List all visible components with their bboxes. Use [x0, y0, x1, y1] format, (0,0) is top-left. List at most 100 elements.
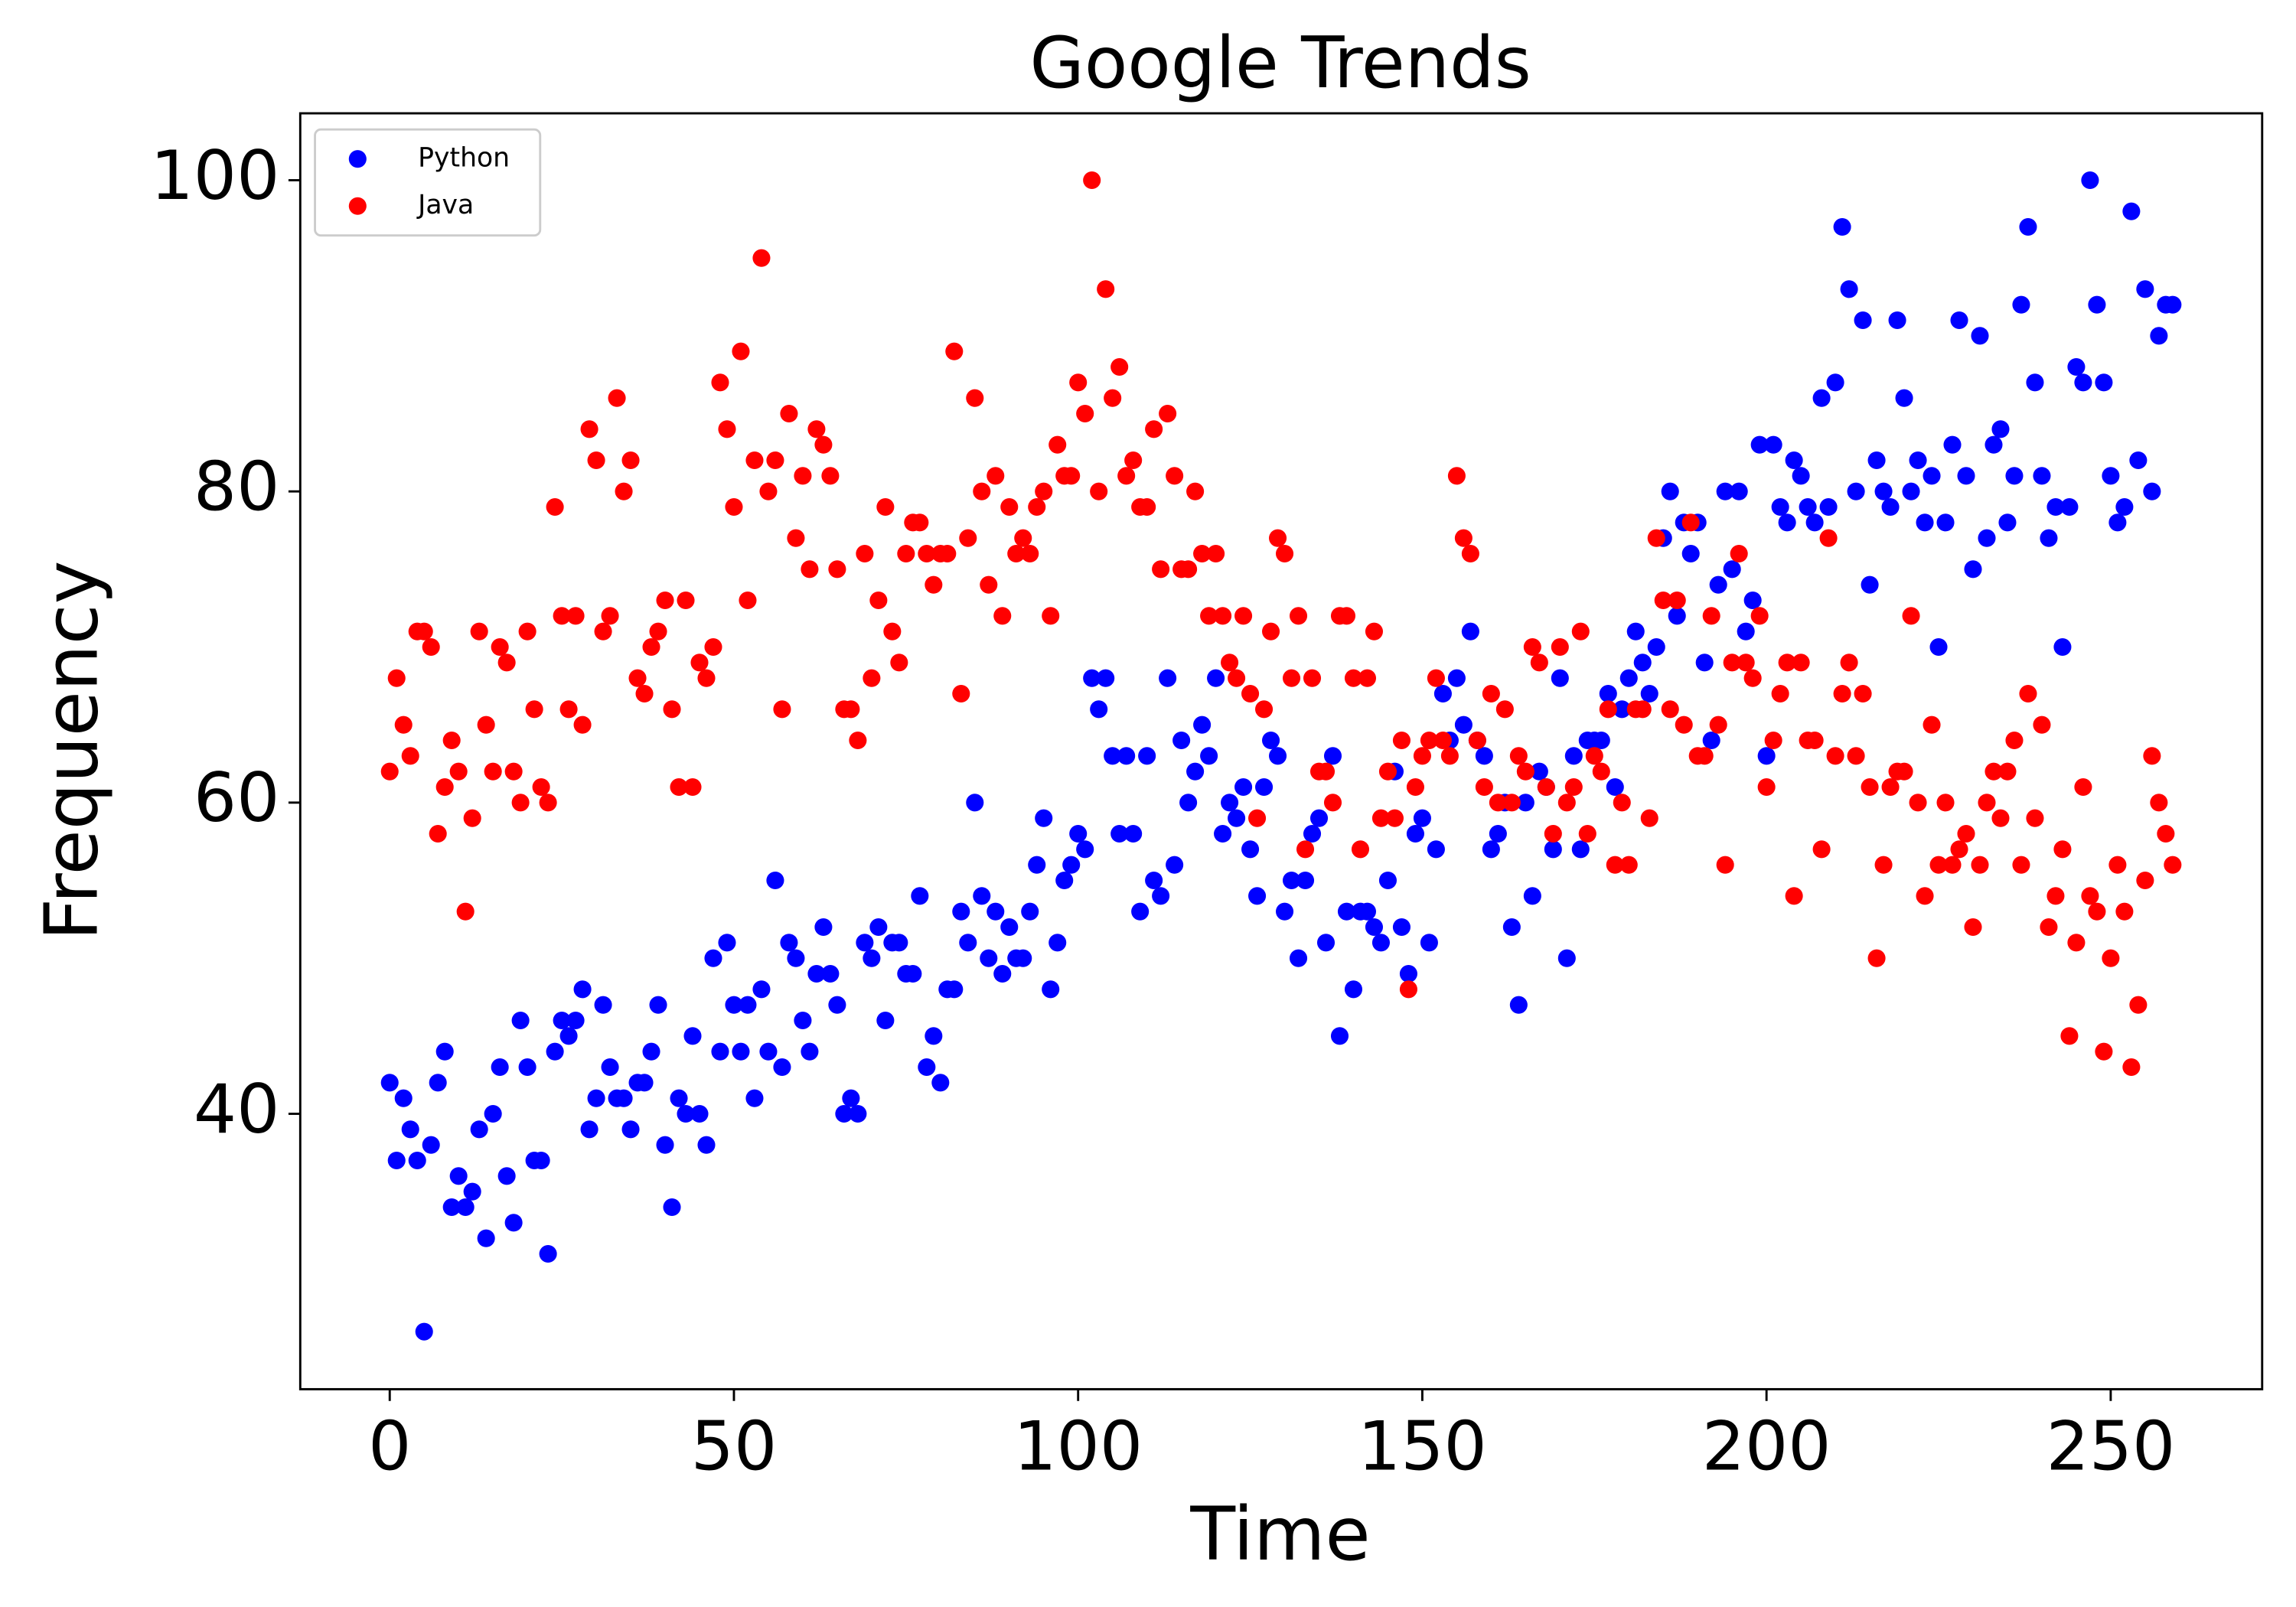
point [1778, 513, 1796, 532]
point [635, 1074, 654, 1092]
point [690, 654, 709, 672]
point [1241, 684, 1260, 703]
point [1337, 902, 1356, 921]
point [1881, 777, 1900, 797]
point [2012, 856, 2030, 874]
point [1516, 762, 1534, 781]
point [1378, 871, 1397, 890]
point [2122, 1058, 2141, 1077]
point [1771, 684, 1789, 703]
point [2115, 497, 2134, 517]
point [904, 964, 922, 983]
point [2067, 934, 2086, 952]
point [415, 622, 433, 641]
point [1495, 700, 1514, 719]
point [849, 1104, 867, 1123]
point [876, 1011, 895, 1030]
point [952, 684, 970, 703]
point [2108, 513, 2127, 532]
point [484, 1104, 502, 1123]
point [394, 1089, 413, 1107]
point [1661, 700, 1679, 719]
point [477, 1229, 495, 1247]
point [1179, 794, 1198, 812]
point [2047, 497, 2065, 517]
point [1028, 497, 1046, 517]
point [1750, 435, 1769, 454]
point [1262, 622, 1280, 641]
point [966, 389, 984, 407]
point [1957, 824, 1975, 843]
point [1888, 311, 1906, 330]
point [739, 996, 757, 1014]
point [718, 420, 736, 438]
point [931, 1074, 950, 1092]
point [752, 980, 771, 999]
point [1365, 918, 1384, 937]
point [1275, 544, 1294, 563]
point [601, 607, 619, 625]
point [732, 342, 750, 360]
point [814, 435, 833, 454]
point [1867, 451, 1886, 470]
point [856, 934, 874, 952]
point [1895, 762, 1913, 781]
point [1166, 856, 1184, 874]
point [415, 1322, 433, 1341]
point [1248, 809, 1267, 827]
point [1000, 497, 1019, 517]
point [993, 964, 1012, 983]
point [1385, 809, 1404, 827]
point [2095, 373, 2113, 392]
point [491, 1058, 509, 1077]
point [1544, 840, 1562, 859]
point [442, 1198, 461, 1217]
point [1097, 669, 1115, 687]
point [1172, 731, 1191, 750]
point [1234, 607, 1253, 625]
point [1166, 467, 1184, 485]
point [1971, 327, 1989, 345]
point [566, 1011, 585, 1030]
point [1936, 794, 1955, 812]
point [1764, 731, 1782, 750]
point [1076, 840, 1094, 859]
point [553, 607, 571, 625]
point [1785, 887, 1803, 905]
x-tick-label: 200 [1702, 1407, 1831, 1486]
point [1619, 856, 1638, 874]
point [670, 777, 688, 797]
point [739, 591, 757, 610]
point [525, 700, 543, 719]
point [484, 762, 502, 781]
point [394, 715, 413, 734]
point [1152, 887, 1170, 905]
point [1042, 607, 1060, 625]
point [1792, 654, 1810, 672]
point [801, 560, 819, 579]
point [1730, 544, 1748, 563]
point [594, 996, 612, 1014]
point [849, 731, 867, 750]
point [1344, 980, 1363, 999]
point [2136, 871, 2154, 890]
point [642, 1042, 660, 1061]
legend-marker [348, 197, 367, 215]
point [1709, 575, 1727, 594]
point [1316, 934, 1336, 952]
point [2053, 840, 2072, 859]
x-tick-label: 0 [368, 1407, 411, 1486]
point [1998, 762, 2017, 781]
x-axis-label: Time [1189, 1491, 1370, 1577]
point [1303, 824, 1322, 843]
point [2115, 902, 2134, 921]
point [387, 1151, 406, 1170]
point [718, 934, 736, 952]
point [1964, 918, 1982, 937]
point [1971, 856, 1989, 874]
point [1991, 809, 2010, 827]
point [573, 715, 592, 734]
point [794, 1011, 812, 1030]
point [1833, 684, 1851, 703]
